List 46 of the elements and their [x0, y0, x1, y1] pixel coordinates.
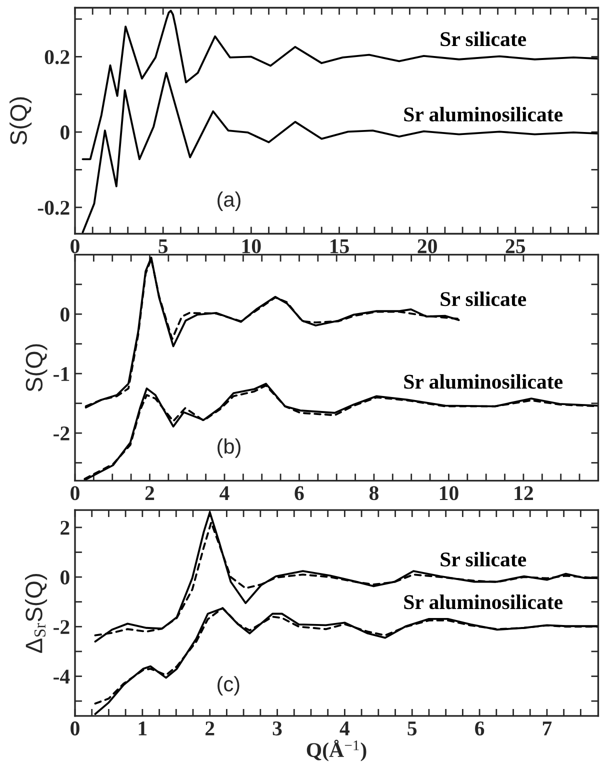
series-label: Sr silicate — [440, 32, 526, 46]
series-label: Sr aluminosilicate — [404, 106, 563, 122]
x-tick-label: 12 — [514, 486, 533, 500]
y-axis-title: S(Q) — [25, 344, 48, 392]
y-tick-label: 0 — [60, 570, 70, 584]
x-tick-label: 0 — [70, 721, 80, 736]
x-tick-label: 10 — [440, 486, 458, 500]
annotation: (c) — [218, 676, 240, 696]
x-tick-label: 15 — [330, 239, 349, 254]
x-tick-label: 20 — [418, 239, 437, 254]
x-tick-label: 1 — [138, 722, 147, 736]
y-tick-label: -4 — [54, 670, 70, 684]
x-axis-title: Q(Å$^{−1}$) — [306, 740, 366, 762]
x-tick-label: 10 — [242, 239, 261, 254]
x-tick-label: 4 — [340, 722, 350, 736]
y-tick-label: -1 — [54, 367, 70, 381]
series-label: Sr aluminosilicate — [404, 374, 563, 389]
x-tick-label: 7 — [542, 722, 552, 736]
y-tick-label: -2 — [54, 426, 70, 440]
annotation: (b) — [218, 438, 240, 458]
series-label: Sr silicate — [440, 552, 526, 567]
y-axis-title: Δ$_{Sr}$S(Q) — [25, 574, 48, 653]
x-tick-label: 4 — [220, 486, 230, 500]
x-tick-label: 5 — [408, 722, 417, 736]
x-tick-label: 6 — [294, 486, 304, 500]
x-tick-label: 6 — [475, 721, 484, 736]
x-tick-label: 0 — [70, 239, 80, 254]
y-tick-label: 0.2 — [44, 50, 70, 64]
x-tick-label: 25 — [506, 239, 526, 254]
x-tick-label: 0 — [70, 486, 80, 500]
x-tick-label: 3 — [272, 721, 282, 736]
y-tick-label: 0 — [60, 307, 70, 322]
line-series — [82, 10, 598, 160]
y-tick-label: 0 — [60, 125, 70, 140]
series-label: Sr silicate — [440, 291, 526, 306]
annotation: (a) — [218, 192, 240, 211]
x-tick-label: 2 — [145, 486, 154, 500]
x-tick-label: 2 — [206, 721, 214, 736]
line-series — [82, 72, 598, 234]
x-tick-label: 8 — [369, 486, 378, 500]
x-tick-label: 5 — [158, 239, 168, 254]
y-tick-label: -0.2 — [38, 200, 70, 215]
y-tick-label: -2 — [54, 620, 70, 634]
series-label: Sr aluminosilicate — [404, 594, 563, 610]
y-axis-title: S(Q) — [10, 97, 32, 145]
y-tick-label: 2 — [60, 520, 70, 535]
